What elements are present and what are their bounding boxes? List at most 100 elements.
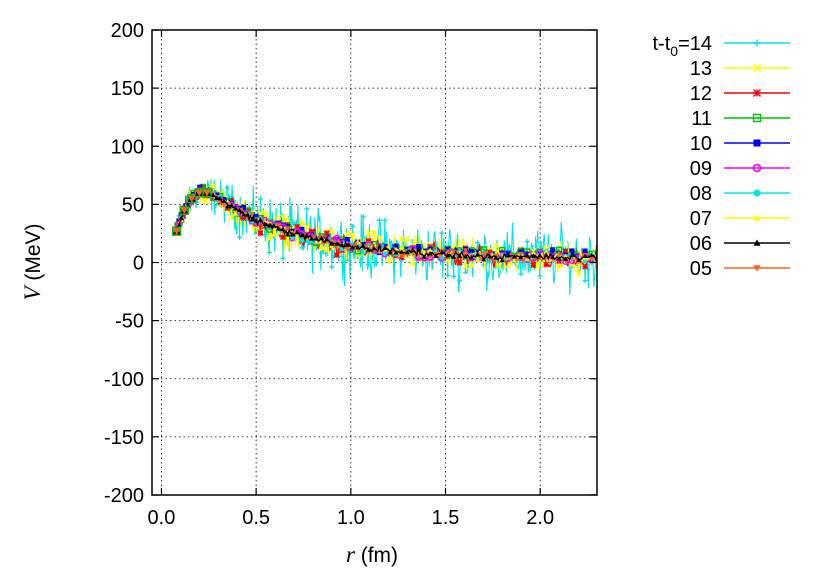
legend-label: 13 xyxy=(690,58,712,80)
legend-entry-06: 06 xyxy=(690,233,790,255)
data-point xyxy=(569,252,575,258)
data-point xyxy=(445,272,451,278)
legend-label: 08 xyxy=(690,183,712,205)
data-point xyxy=(365,229,372,237)
data-point xyxy=(530,249,536,255)
data-point xyxy=(334,244,340,250)
legend-label: 09 xyxy=(690,158,712,180)
data-point xyxy=(404,249,410,255)
data-point xyxy=(344,230,351,237)
data-markers xyxy=(171,179,597,296)
data-point xyxy=(382,217,388,223)
data-point xyxy=(285,231,291,237)
data-point xyxy=(370,229,377,236)
data-point xyxy=(562,248,569,255)
data-point xyxy=(457,277,463,283)
y-tick-label: 150 xyxy=(111,78,144,100)
data-point xyxy=(575,270,582,277)
data-point xyxy=(556,252,562,257)
data-point xyxy=(289,218,295,224)
data-point xyxy=(245,212,251,217)
data-point xyxy=(518,271,524,277)
data-point xyxy=(463,269,469,275)
data-point xyxy=(266,223,272,228)
y-tick-label: -150 xyxy=(104,427,144,449)
data-point xyxy=(253,213,259,219)
y-axis-label: V (MeV) xyxy=(20,223,45,300)
data-point xyxy=(456,260,463,266)
data-point xyxy=(309,236,315,241)
data-point xyxy=(524,252,530,258)
data-point xyxy=(451,254,457,259)
legend-marker xyxy=(753,214,761,221)
data-point xyxy=(319,235,325,241)
data-point xyxy=(344,236,350,242)
data-point xyxy=(323,230,330,237)
legend-marker xyxy=(753,39,761,47)
data-point xyxy=(329,264,335,270)
data-point xyxy=(275,226,281,231)
y-tick-label: 0 xyxy=(133,253,144,275)
data-point xyxy=(371,245,377,251)
data-point xyxy=(203,198,210,205)
data-point xyxy=(304,232,310,238)
data-point xyxy=(399,244,405,250)
legend-entry-14: t-t0=14 xyxy=(652,33,790,59)
data-point xyxy=(451,249,457,255)
data-point xyxy=(376,217,382,223)
y-tick-label: -50 xyxy=(115,311,144,333)
data-point xyxy=(323,246,330,253)
data-point xyxy=(257,230,264,237)
legend-marker xyxy=(752,113,762,123)
data-point xyxy=(537,252,543,258)
data-point xyxy=(416,244,422,250)
data-point xyxy=(285,239,291,245)
legend-entry-10: 10 xyxy=(690,133,790,155)
data-point xyxy=(344,257,350,263)
data-point xyxy=(556,255,562,261)
data-point xyxy=(228,197,235,204)
data-point xyxy=(266,249,272,255)
axis-ticks: -200 -150 -100 -50 0 50 100 150 200 0.0 0.5 1.0 1.5 2… xyxy=(104,20,597,529)
y-tick-label: 200 xyxy=(111,20,144,42)
legend-entry-11: 11 xyxy=(691,108,790,130)
data-point xyxy=(468,262,475,269)
data-point xyxy=(481,251,487,257)
data-point xyxy=(334,241,340,246)
data-point xyxy=(284,216,291,223)
data-point xyxy=(225,203,231,209)
data-point xyxy=(382,245,388,250)
data-point xyxy=(314,236,320,241)
data-point xyxy=(333,252,340,259)
data-point xyxy=(299,232,305,238)
x-tick-label: 0.5 xyxy=(242,507,270,529)
data-point xyxy=(427,247,433,253)
data-point xyxy=(275,223,281,228)
data-point xyxy=(365,237,372,244)
data-point xyxy=(319,250,325,256)
legend-marker xyxy=(753,239,761,246)
data-point xyxy=(178,215,184,220)
data-point xyxy=(518,254,524,260)
data-point xyxy=(512,257,518,263)
data-point xyxy=(512,254,518,259)
data-point xyxy=(214,195,220,201)
data-point xyxy=(232,211,238,216)
data-point xyxy=(324,236,330,242)
data-point xyxy=(451,273,457,279)
data-point xyxy=(197,184,203,190)
data-point xyxy=(360,214,366,220)
data-point xyxy=(457,253,463,258)
legend-label: 11 xyxy=(691,108,712,130)
data-point xyxy=(492,242,500,249)
y-tick-label: -200 xyxy=(104,485,144,507)
data-point xyxy=(195,189,204,197)
data-point xyxy=(463,248,469,253)
data-point xyxy=(280,226,286,232)
legend-marker xyxy=(753,89,761,97)
data-point xyxy=(329,241,335,246)
data-point xyxy=(398,235,405,242)
data-point xyxy=(294,235,300,240)
data-point xyxy=(487,257,493,262)
